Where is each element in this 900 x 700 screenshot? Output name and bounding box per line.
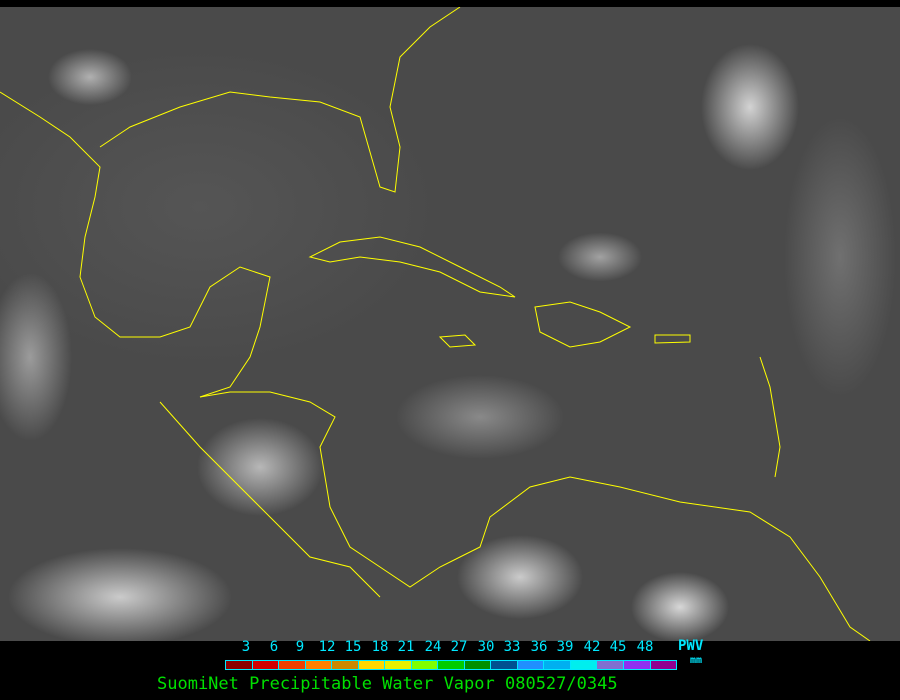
- color-swatch: [491, 661, 518, 669]
- puerto-rico: [654, 334, 691, 344]
- jamaica: [438, 334, 477, 348]
- coastline-overlay: [0, 7, 871, 641]
- legend-tick: 48: [636, 639, 654, 655]
- unit: mm: [690, 655, 703, 666]
- color-swatch: [623, 661, 651, 669]
- color-swatch: [544, 661, 571, 669]
- legend-tick: 15: [344, 639, 362, 655]
- color-swatch: [570, 661, 598, 669]
- color-swatch: [517, 661, 545, 669]
- legend-tick: 39: [556, 639, 574, 655]
- hispaniola: [534, 301, 632, 348]
- color-swatch: [358, 661, 386, 669]
- legend-tick: 33: [503, 639, 521, 655]
- legend-tick: 27: [450, 639, 468, 655]
- color-swatch: [464, 661, 492, 669]
- central-america: [199, 391, 871, 641]
- legend-tick: 18: [371, 639, 389, 655]
- color-swatch: [305, 661, 333, 669]
- image-title: SuomiNet Precipitable Water Vapor 080527…: [157, 674, 618, 694]
- color-swatch: [650, 661, 677, 669]
- legend-tick: 6: [269, 639, 279, 655]
- gulf-coast: [0, 91, 271, 398]
- lesser-antilles: [759, 356, 781, 478]
- color-swatch: [385, 661, 412, 669]
- color-swatch: [226, 661, 253, 669]
- unit-label: PWV: [678, 638, 704, 654]
- legend-tick: 30: [477, 639, 495, 655]
- color-swatch: [438, 661, 465, 669]
- color-swatch: [279, 661, 306, 669]
- legend-tick: 45: [609, 639, 627, 655]
- legend-tick: 36: [530, 639, 548, 655]
- legend-tick: 12: [318, 639, 336, 655]
- color-swatch: [332, 661, 359, 669]
- legend-tick: 24: [424, 639, 442, 655]
- color-swatch: [252, 661, 280, 669]
- color-scale-bar: [225, 660, 677, 670]
- satellite-image: [0, 7, 900, 641]
- legend-tick: 3: [241, 639, 251, 655]
- color-swatch: [597, 661, 624, 669]
- pacific-coast: [159, 401, 381, 598]
- us-gulf-coast: [99, 7, 461, 193]
- legend-tick: 42: [583, 639, 601, 655]
- cuba: [308, 236, 516, 298]
- legend-tick: 21: [397, 639, 415, 655]
- legend-tick: 9: [295, 639, 305, 655]
- color-swatch: [411, 661, 439, 669]
